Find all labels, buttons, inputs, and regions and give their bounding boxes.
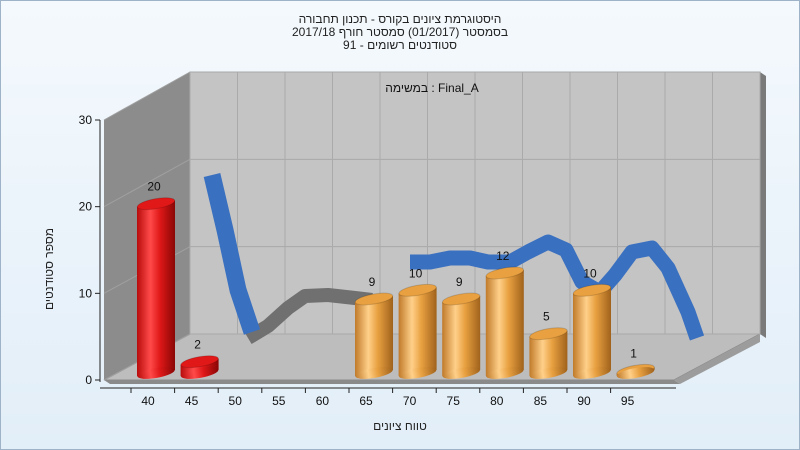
chart-title-line-1: היסטוגרמת ציונים בקורס - תכנון תחבורה — [298, 12, 502, 26]
chart-title-line-3: סטודנטים רשומים - 91 — [343, 38, 457, 52]
x-tick-label: 45 — [185, 394, 199, 408]
bar-95: 1 — [616, 346, 655, 379]
x-axis-label: טווח ציונים — [373, 419, 427, 433]
bar-body — [442, 296, 481, 376]
back-wall-edge — [760, 72, 766, 338]
bar-bottom — [573, 367, 611, 379]
bar-40: 20 — [136, 180, 176, 379]
bar-top — [136, 197, 176, 211]
x-tick-label: 70 — [403, 394, 417, 408]
bar-top — [180, 355, 219, 369]
bar-body — [573, 287, 611, 376]
x-tick-label: 60 — [316, 394, 330, 408]
y-tick-label: 20 — [79, 200, 93, 214]
bar-value-label: 12 — [496, 249, 510, 263]
floor-edge — [104, 380, 680, 384]
bar-value-label: 20 — [147, 180, 161, 194]
bar-90: 10 — [572, 266, 612, 379]
bar-bottom — [486, 367, 524, 379]
bar-75: 9 — [441, 275, 481, 379]
bar-value-label: 9 — [369, 275, 376, 289]
bar-body — [529, 330, 568, 376]
bar-65: 9 — [354, 275, 394, 379]
curve-segment-right — [410, 234, 705, 341]
bar-value-label: 10 — [583, 266, 597, 280]
x-tick-label: 40 — [141, 394, 155, 408]
bar-bottom — [355, 367, 393, 379]
bar-top — [529, 327, 568, 341]
bar-value-label: 1 — [630, 346, 637, 360]
bar-body — [485, 270, 524, 376]
y-tick-label: 10 — [79, 286, 93, 300]
chart-title-line-2: בסמסטר (01/2017) סמסטר חורף 2017/18 — [291, 25, 509, 39]
distribution-curve — [203, 173, 705, 345]
y-tick-label: 30 — [79, 113, 93, 127]
bar-bottom — [180, 367, 219, 379]
floor-right-edge — [674, 334, 760, 384]
bar-bottom — [442, 367, 480, 379]
x-tick-label: 75 — [447, 394, 461, 408]
bar-bottom — [616, 367, 655, 379]
bar-bottom — [529, 367, 568, 379]
x-tick-label: 95 — [621, 394, 635, 408]
x-tick-label: 90 — [577, 394, 591, 408]
bar-top — [441, 292, 481, 306]
assignment-annotation: במשימה : Final_A — [385, 81, 479, 95]
x-tick-label: 85 — [534, 394, 548, 408]
bar-value-label: 5 — [543, 310, 550, 324]
y-tick-label: 0 — [85, 373, 92, 387]
bar-80: 12 — [485, 249, 525, 379]
x-tick-label: 65 — [359, 394, 373, 408]
bar-70: 10 — [398, 266, 437, 379]
curve-segment-left — [203, 173, 261, 335]
bar-top — [485, 266, 525, 280]
bar-45: 2 — [180, 338, 219, 379]
x-tick-label: 50 — [229, 394, 243, 408]
wall-gridline — [103, 71, 191, 121]
bar-value-label: 2 — [194, 338, 201, 352]
bar-top — [398, 283, 437, 297]
bar-value-label: 9 — [456, 275, 463, 289]
bar-body — [398, 287, 437, 376]
x-tick-label: 55 — [272, 394, 286, 408]
curve-shadow-segment — [244, 288, 373, 345]
bar-bottom — [137, 367, 175, 379]
bar-bottom — [398, 367, 437, 379]
bars-group: 20 2 9 10 9 12 5 10 1 — [136, 180, 655, 379]
bar-body — [137, 200, 175, 376]
x-tick-label: 80 — [490, 394, 504, 408]
bar-85: 5 — [529, 310, 568, 379]
bar-top — [354, 292, 394, 306]
bar-body — [355, 296, 393, 376]
bar-value-label: 10 — [409, 266, 423, 280]
bar-top — [572, 283, 612, 297]
wall-gridline — [103, 158, 191, 208]
